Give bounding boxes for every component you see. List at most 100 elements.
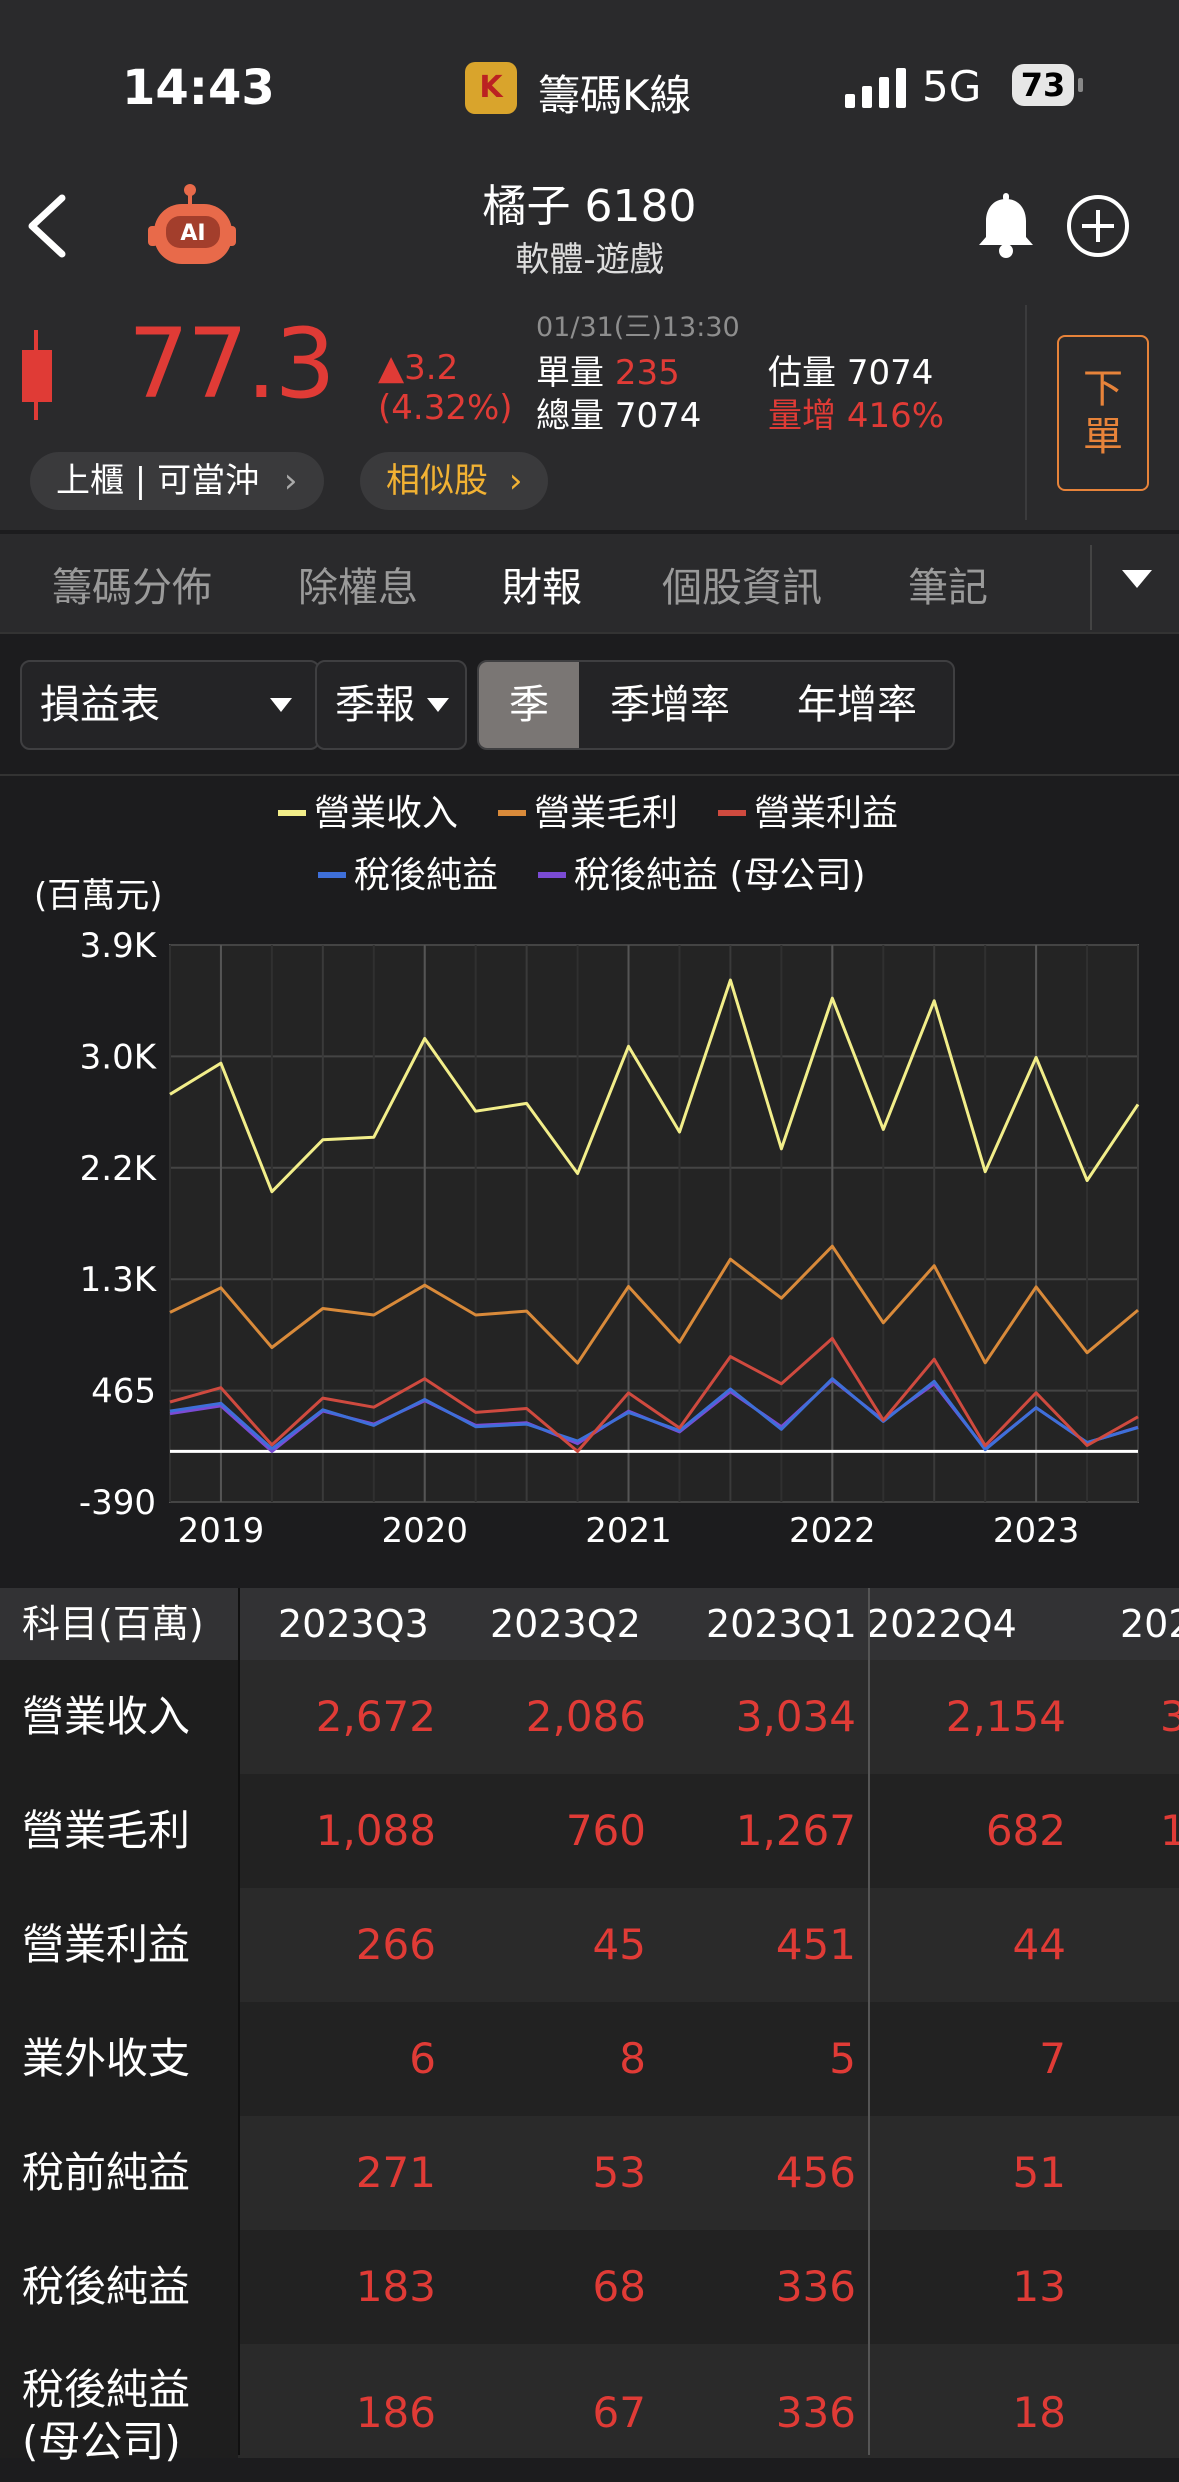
table-cell: 2,154 [945, 1692, 1066, 1741]
app-logo-icon: K [465, 62, 517, 114]
stock-industry: 軟體-遊戲 [515, 240, 664, 280]
order-label-1: 下 [1083, 366, 1123, 412]
total-volume: 總量 7074 [536, 388, 701, 437]
tab-ex-dividend[interactable]: 除權息 [298, 565, 418, 611]
similar-stocks-pill[interactable]: 相似股 › [360, 452, 549, 510]
table-corner: 科目(百萬) [22, 1602, 204, 1646]
row-label: 營業收入 [0, 1660, 238, 1774]
table-row: 業外收支 6 8 5 7 [0, 2002, 1179, 2116]
col-header: 2023Q2 [490, 1602, 641, 1646]
unit-volume-value: 235 [614, 353, 680, 393]
table-cell: 51 [1012, 2148, 1066, 2197]
table-cell: 67 [592, 2388, 646, 2437]
row-label: 稅後純益 [0, 2230, 238, 2344]
row-label: 稅後純益 (母公司) [0, 2344, 238, 2466]
tab-stock-info[interactable]: 個股資訊 [662, 565, 822, 611]
bell-icon[interactable] [975, 193, 1037, 259]
table-cell: 271 [355, 2148, 436, 2197]
statement-select-value: 損益表 [40, 682, 160, 728]
tab-more-dropdown-icon[interactable] [1122, 570, 1152, 590]
order-label-2: 單 [1083, 414, 1123, 460]
period-select[interactable]: 季報 [315, 660, 467, 750]
unit-volume-label: 單量 [536, 353, 604, 393]
add-watchlist-icon[interactable] [1065, 193, 1131, 259]
table-cell: 7 [1039, 2034, 1066, 2083]
status-bar [0, 0, 1179, 170]
table-row: 營業收入 2,672 2,086 3,034 2,154 3 [0, 1660, 1179, 1774]
stock-price: 77.3 [128, 308, 336, 420]
col-header: 2023Q1 [706, 1602, 857, 1646]
table-cell: 336 [775, 2262, 856, 2311]
row-label: 營業毛利 [0, 1774, 238, 1888]
market-pill[interactable]: 上櫃 | 可當沖 › [30, 452, 324, 510]
legend-label: 營業收入 [314, 793, 458, 834]
x-tick-label: 2023 [993, 1511, 1080, 1551]
segment-quarter[interactable]: 季 [479, 662, 579, 748]
x-tick-label: 2021 [585, 1511, 672, 1551]
legend-label: 稅後純益 [354, 855, 498, 896]
status-time: 14:43 [122, 60, 275, 116]
est-volume-value: 7074 [846, 353, 934, 393]
tab-financials[interactable]: 財報 [502, 565, 582, 611]
col-header: 202 [1120, 1602, 1179, 1646]
table-cell: 68 [592, 2262, 646, 2311]
back-arrow-icon[interactable] [22, 190, 72, 262]
table-cell: 1,267 [735, 1806, 856, 1855]
place-order-button[interactable]: 下 單 [1057, 335, 1149, 491]
chevron-down-icon [270, 698, 292, 712]
volume-increase-value: 416% [846, 396, 945, 436]
statement-select[interactable]: 損益表 [20, 660, 320, 750]
table-cell: 13 [1012, 2262, 1066, 2311]
table-cell: 760 [565, 1806, 646, 1855]
row-label: 業外收支 [0, 2002, 238, 2116]
table-cell: 8 [619, 2034, 646, 2083]
chevron-right-icon: › [508, 461, 523, 501]
legend-label: 營業利益 [754, 793, 898, 834]
segment-yoy[interactable]: 年增率 [797, 682, 917, 728]
y-tick-label: 465 [91, 1372, 156, 1412]
table-cell: 2,086 [525, 1692, 646, 1741]
volume-increase: 量增 416% [768, 388, 944, 437]
table-cell: 3 [1160, 1692, 1179, 1741]
estimated-volume: 估量 7074 [768, 345, 933, 394]
est-volume-label: 估量 [768, 353, 836, 393]
ai-label: AI [180, 221, 205, 246]
table-cell: 2,672 [315, 1692, 436, 1741]
chart-ticks: 3.9K 3.0K 2.2K 1.3K 465 -390 2019 2020 2021 2022 2… [79, 926, 1080, 1551]
segment-qoq[interactable]: 季增率 [610, 682, 730, 728]
ai-assistant-icon[interactable]: AI [148, 180, 248, 280]
table-row: 稅前純益 271 53 456 51 [0, 2116, 1179, 2230]
table-cell: 44 [1012, 1920, 1066, 1969]
table-cell: 183 [355, 2262, 436, 2311]
table-cell: 456 [775, 2148, 856, 2197]
table-cell: 5 [829, 2034, 856, 2083]
y-tick-label: 3.9K [80, 926, 158, 966]
series-line [169, 1244, 1139, 1365]
candle-icon [22, 330, 52, 420]
tab-notes[interactable]: 筆記 [908, 565, 988, 611]
tab-divider [1090, 545, 1092, 630]
table-cell: 6 [409, 2034, 436, 2083]
series-line [169, 1336, 1139, 1453]
col-header: 2022Q4 [866, 1602, 1017, 1646]
table-cell: 1 [1160, 1806, 1179, 1855]
series-line [169, 1377, 1139, 1452]
table-cell: 451 [775, 1920, 856, 1969]
tab-chip-distribution[interactable]: 籌碼分佈 [52, 565, 212, 611]
table-cell: 682 [985, 1806, 1066, 1855]
stock-title: 橘子 6180 [482, 181, 697, 232]
price-change-value: ▲3.2 [378, 348, 459, 388]
total-volume-label: 總量 [536, 396, 604, 436]
series-line [169, 978, 1140, 1194]
table-label-divider [238, 1588, 240, 2455]
header-divider [1025, 305, 1027, 520]
legend-label: 稅後純益 (母公司) [574, 855, 866, 896]
y-tick-label: 2.2K [80, 1149, 158, 1189]
table-header: 科目(百萬) 2023Q3 2023Q2 2023Q1 2022Q4 202 [0, 1588, 1179, 1660]
network-type: 5G [922, 62, 982, 111]
battery-icon: 73 [1012, 64, 1074, 106]
table-cell: 186 [355, 2388, 436, 2437]
unit-volume: 單量 235 [536, 345, 680, 394]
x-tick-label: 2019 [178, 1511, 265, 1551]
table-year-divider [868, 1588, 870, 2455]
